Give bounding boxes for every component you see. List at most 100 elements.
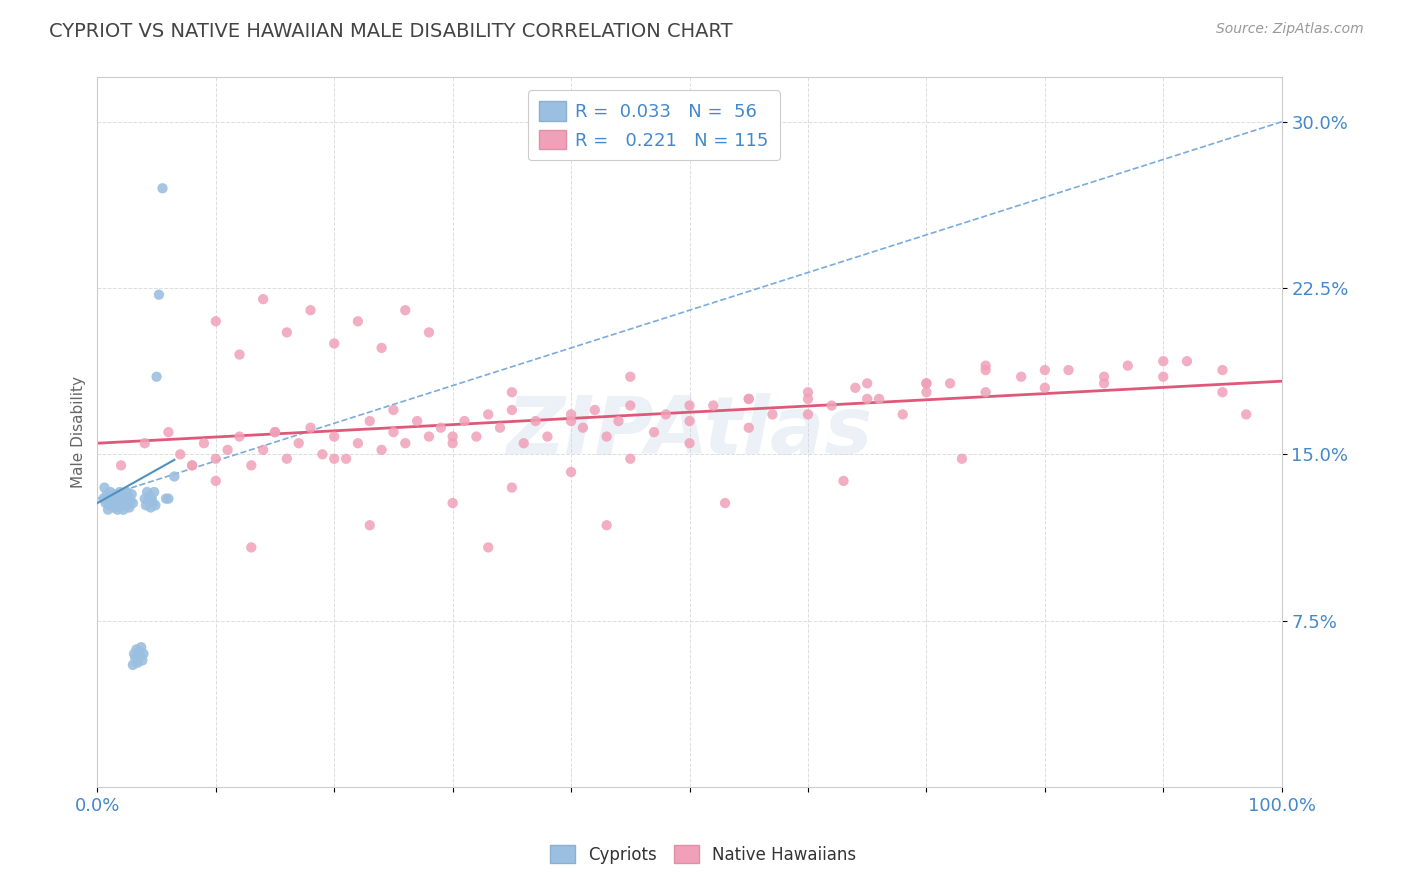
- Point: [181, 458, 204, 473]
- Point: [228, 429, 250, 443]
- Point: [101, 490, 124, 504]
- Point: [738, 392, 761, 406]
- Point: [117, 490, 139, 504]
- Point: [107, 496, 129, 510]
- Point: [122, 496, 145, 510]
- Point: [323, 429, 346, 443]
- Point: [441, 436, 464, 450]
- Point: [264, 425, 287, 439]
- Point: [1175, 354, 1198, 368]
- Point: [157, 425, 180, 439]
- Point: [112, 502, 135, 516]
- Point: [138, 490, 160, 504]
- Point: [714, 496, 737, 510]
- Point: [145, 369, 167, 384]
- Point: [974, 385, 997, 400]
- Point: [110, 490, 132, 504]
- Point: [103, 500, 125, 515]
- Point: [844, 381, 866, 395]
- Point: [595, 518, 617, 533]
- Text: CYPRIOT VS NATIVE HAWAIIAN MALE DISABILITY CORRELATION CHART: CYPRIOT VS NATIVE HAWAIIAN MALE DISABILI…: [49, 22, 733, 41]
- Point: [939, 376, 962, 391]
- Point: [738, 420, 761, 434]
- Point: [299, 303, 322, 318]
- Point: [142, 496, 165, 510]
- Point: [347, 436, 370, 450]
- Point: [1211, 385, 1233, 400]
- Point: [98, 491, 121, 506]
- Point: [323, 336, 346, 351]
- Point: [134, 436, 156, 450]
- Point: [524, 414, 547, 428]
- Point: [128, 645, 150, 659]
- Point: [560, 414, 582, 428]
- Point: [108, 485, 131, 500]
- Point: [125, 642, 148, 657]
- Point: [129, 648, 152, 663]
- Point: [181, 458, 204, 473]
- Point: [110, 458, 132, 473]
- Point: [797, 408, 820, 422]
- Point: [619, 399, 641, 413]
- Point: [536, 429, 558, 443]
- Point: [228, 347, 250, 361]
- Point: [114, 496, 136, 510]
- Point: [252, 442, 274, 457]
- Point: [204, 474, 226, 488]
- Point: [477, 408, 499, 422]
- Point: [1010, 369, 1032, 384]
- Point: [501, 481, 523, 495]
- Point: [141, 491, 163, 506]
- Point: [477, 541, 499, 555]
- Point: [702, 399, 724, 413]
- Point: [418, 326, 440, 340]
- Point: [501, 385, 523, 400]
- Point: [583, 403, 606, 417]
- Point: [430, 420, 453, 434]
- Point: [761, 408, 783, 422]
- Point: [311, 447, 333, 461]
- Point: [155, 491, 177, 506]
- Point: [441, 496, 464, 510]
- Point: [595, 429, 617, 443]
- Point: [678, 414, 700, 428]
- Point: [868, 392, 890, 406]
- Point: [136, 485, 159, 500]
- Point: [1211, 363, 1233, 377]
- Point: [797, 385, 820, 400]
- Text: Source: ZipAtlas.com: Source: ZipAtlas.com: [1216, 22, 1364, 37]
- Point: [1152, 369, 1174, 384]
- Point: [856, 392, 879, 406]
- Point: [287, 436, 309, 450]
- Point: [122, 657, 145, 672]
- Point: [347, 314, 370, 328]
- Point: [204, 451, 226, 466]
- Point: [127, 656, 149, 670]
- Point: [134, 491, 156, 506]
- Point: [418, 429, 440, 443]
- Point: [738, 392, 761, 406]
- Point: [382, 425, 405, 439]
- Point: [276, 451, 298, 466]
- Point: [135, 498, 157, 512]
- Point: [93, 481, 115, 495]
- Point: [891, 408, 914, 422]
- Point: [512, 436, 534, 450]
- Point: [382, 403, 405, 417]
- Point: [240, 541, 263, 555]
- Point: [122, 647, 145, 661]
- Point: [264, 425, 287, 439]
- Point: [91, 491, 114, 506]
- Point: [323, 451, 346, 466]
- Point: [1033, 363, 1056, 377]
- Point: [94, 496, 117, 510]
- Point: [124, 651, 146, 665]
- Point: [453, 414, 475, 428]
- Point: [169, 447, 191, 461]
- Point: [915, 376, 938, 391]
- Point: [394, 303, 416, 318]
- Point: [441, 429, 464, 443]
- Point: [139, 500, 162, 515]
- Point: [107, 502, 129, 516]
- Point: [132, 647, 155, 661]
